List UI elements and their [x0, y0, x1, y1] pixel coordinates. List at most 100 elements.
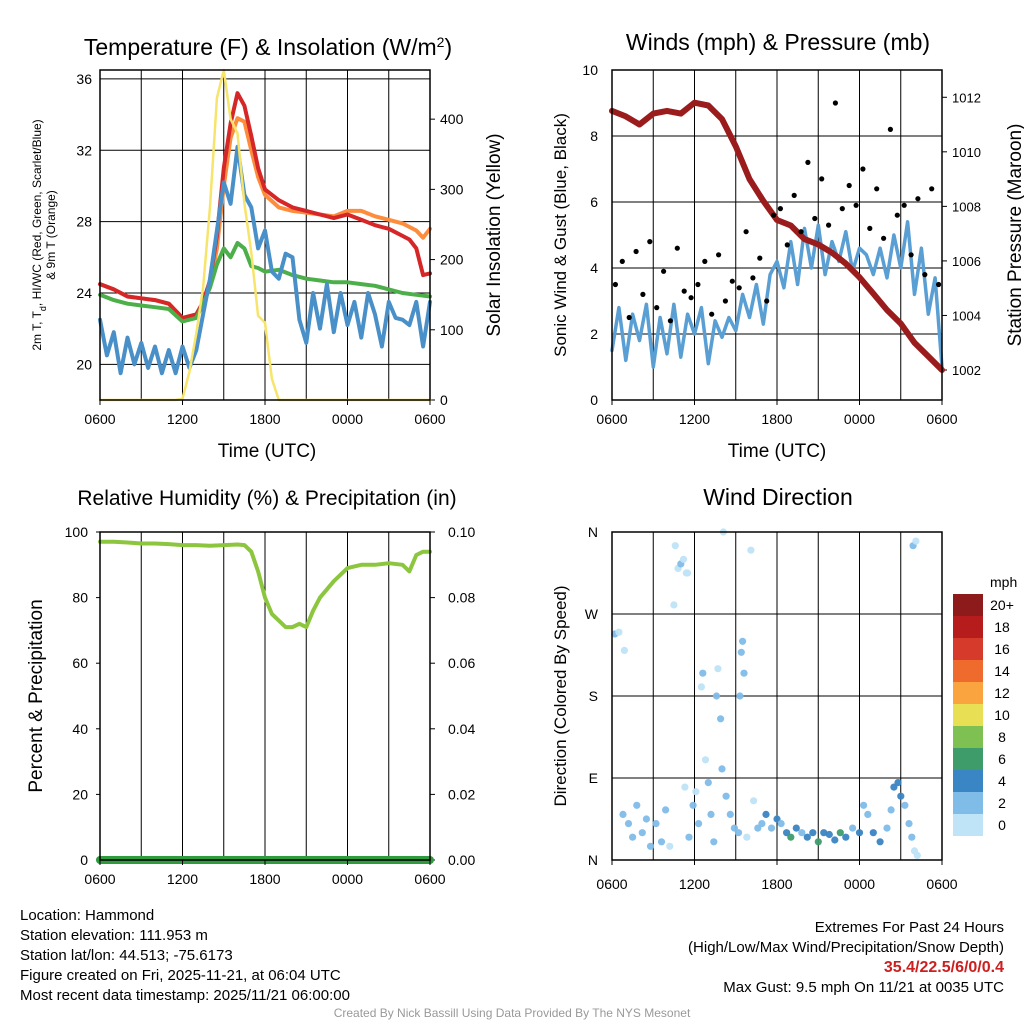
direction-point — [836, 829, 844, 837]
gust-point — [881, 235, 887, 241]
legend-label: 2 — [998, 795, 1006, 811]
direction-point — [730, 824, 739, 832]
gust-point — [894, 212, 900, 218]
legend-label: 10 — [994, 707, 1010, 723]
direction-point — [638, 829, 646, 837]
rh-y2tick-label: 0.08 — [448, 590, 475, 606]
direction-point — [876, 838, 884, 846]
gust-point — [936, 281, 942, 288]
rh-ytick-label: 20 — [72, 786, 88, 802]
direction-point — [619, 810, 627, 819]
wind-xtick-label: 1200 — [679, 411, 710, 427]
legend-swatch — [953, 682, 983, 704]
direction-point — [620, 646, 629, 655]
rh-xtick-label: 1200 — [167, 871, 198, 887]
gust-point — [798, 229, 804, 235]
dir-ytick-label: N — [588, 524, 598, 540]
dir-ytick-label: E — [589, 770, 598, 786]
gust-point — [860, 166, 866, 172]
wind-pressure-panel: Winds (mph) & Pressure (mb) 0 2 4 6 8 10 1002 10… — [551, 29, 1024, 462]
wind-series-pressure — [609, 99, 945, 373]
direction-point — [671, 542, 679, 550]
direction-point — [825, 830, 833, 839]
direction-point — [689, 801, 697, 809]
wind-y2tick-label: 1002 — [952, 363, 981, 378]
wind-xtick-label: 0600 — [596, 411, 627, 427]
rh-xtick-label: 0000 — [332, 871, 363, 887]
direction-point — [736, 692, 744, 700]
temperature-panel: Temperature (F) & Insolation (W/m2) 20 24 2… — [30, 34, 505, 462]
direction-point — [695, 820, 703, 828]
temp-y2tick-label: 200 — [440, 252, 464, 268]
rh-y2tick-label: 0.00 — [448, 852, 475, 868]
rh-ytick-label: 60 — [72, 655, 88, 671]
direction-point — [739, 637, 747, 645]
legend-label: 8 — [998, 729, 1006, 745]
wind-series-wind — [610, 220, 944, 369]
gust-point — [771, 212, 777, 218]
legend-swatch — [953, 814, 983, 836]
legend-swatch — [953, 638, 983, 660]
temp-ylabel-line2: & 9m T (Orange) — [44, 190, 58, 280]
gust-point — [887, 126, 894, 132]
gust-point — [667, 318, 674, 324]
temp-series-insolation — [98, 68, 432, 402]
credit-line: Created By Nick Bassill Using Data Provi… — [333, 1006, 691, 1020]
wind-ytick-label: 4 — [590, 260, 598, 276]
temp-ytick-label: 36 — [76, 71, 92, 87]
direction-point — [684, 569, 692, 577]
wind-ytick-label: 6 — [590, 194, 598, 210]
direction-point — [864, 810, 872, 819]
direction-point — [747, 546, 755, 554]
direction-point — [722, 792, 730, 800]
direction-point — [642, 815, 651, 823]
dir-ytick-label: N — [588, 852, 598, 868]
rh-xtick-label: 0600 — [414, 871, 445, 887]
direction-point — [849, 824, 857, 832]
direction-point — [681, 783, 689, 791]
extremes-subtitle: (High/Low/Max Wind/Precipitation/Snow De… — [688, 939, 1004, 956]
temp-xlabel: Time (UTC) — [218, 441, 317, 462]
gust-point — [647, 239, 653, 245]
direction-point — [740, 669, 748, 677]
direction-point — [726, 810, 734, 819]
rh-y2tick-label: 0.04 — [448, 721, 475, 737]
gust-point — [832, 100, 839, 106]
direction-point — [662, 806, 670, 814]
dir-xtick-label: 0600 — [596, 876, 627, 892]
legend-swatch — [953, 704, 983, 726]
direction-point — [783, 829, 791, 837]
gust-point — [846, 182, 852, 189]
station-latlon: Station lat/lon: 44.513; -75.6173 — [20, 947, 233, 964]
temp-ylabel: 2m T, Td, HI/WC (Red, Green, Scarlet/Blu… — [30, 119, 48, 350]
direction-point — [707, 810, 715, 819]
dir-xtick-label: 1800 — [761, 876, 792, 892]
direction-point — [615, 628, 623, 636]
temp-y2tick-label: 400 — [440, 111, 464, 127]
rh-ytick-label: 80 — [72, 590, 88, 606]
dir-ylabel: Direction (Colored By Speed) — [551, 585, 570, 806]
gust-point — [654, 305, 660, 311]
legend-label: 16 — [994, 641, 1010, 657]
direction-point — [666, 842, 674, 850]
direction-point — [908, 833, 916, 841]
temp-xtick-label: 0600 — [414, 411, 445, 427]
gust-point — [633, 248, 639, 255]
gust-point — [826, 222, 832, 228]
legend-label: 12 — [994, 685, 1010, 701]
wind-ylabel: Sonic Wind & Gust (Blue, Black) — [551, 113, 570, 357]
rh-xtick-label: 1800 — [249, 871, 280, 887]
temp-ytick-label: 20 — [76, 356, 92, 372]
legend-label: 4 — [998, 773, 1006, 789]
direction-point — [758, 820, 766, 828]
gust-point — [784, 242, 790, 248]
gust-point — [674, 245, 680, 251]
direction-point — [699, 669, 707, 677]
temp-series-temp_red — [98, 91, 432, 320]
wind-ytick-label: 8 — [590, 128, 598, 144]
rh-series-rh — [98, 539, 432, 630]
gust-point — [908, 252, 914, 258]
gust-point — [853, 202, 859, 208]
direction-point — [777, 820, 785, 828]
wind-ytick-label: 0 — [590, 392, 598, 408]
